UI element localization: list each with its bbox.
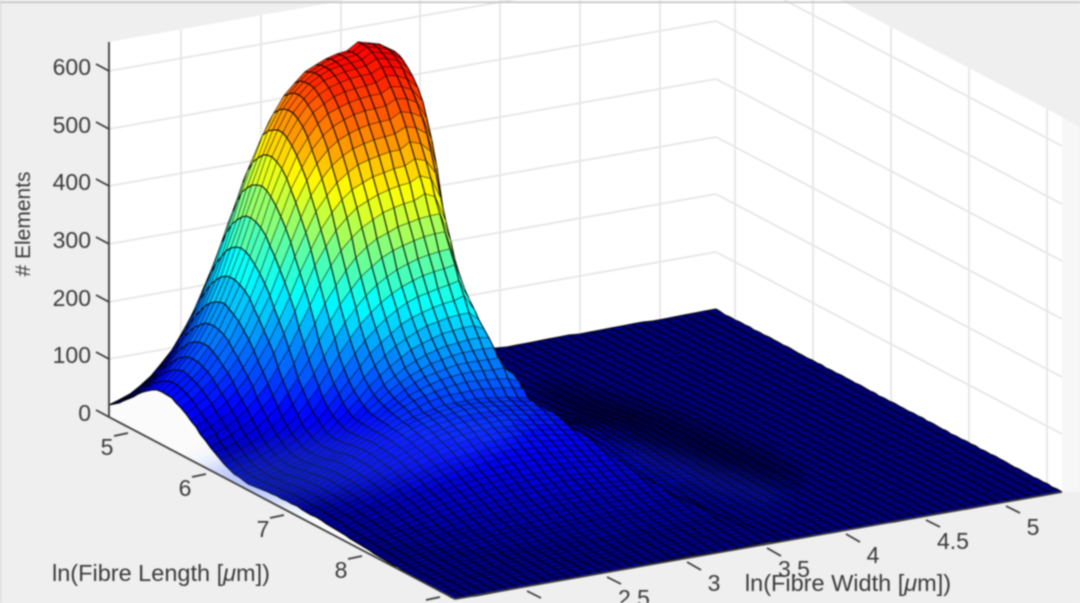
- svg-text:2.5: 2.5: [618, 585, 650, 603]
- svg-text:9: 9: [413, 598, 426, 603]
- svg-text:7: 7: [257, 516, 270, 542]
- svg-text:5: 5: [101, 434, 114, 460]
- svg-text:3.5: 3.5: [778, 556, 810, 582]
- svg-text:200: 200: [53, 285, 91, 311]
- svg-text:500: 500: [53, 112, 91, 138]
- svg-text:8: 8: [335, 557, 348, 583]
- svg-text:# Elements: # Elements: [12, 171, 35, 276]
- svg-text:300: 300: [53, 227, 91, 253]
- svg-text:ln(Fibre Width [μm]): ln(Fibre Width [μm]): [745, 570, 951, 596]
- svg-text:4: 4: [867, 542, 880, 568]
- svg-text:5: 5: [1027, 514, 1040, 540]
- svg-text:600: 600: [53, 54, 91, 80]
- svg-text:6: 6: [179, 475, 192, 501]
- svg-text:0: 0: [78, 400, 91, 426]
- svg-text:3: 3: [708, 570, 721, 596]
- svg-text:400: 400: [53, 169, 91, 195]
- svg-text:ln(Fibre Length [μm]): ln(Fibre Length [μm]): [52, 560, 270, 586]
- svg-text:4.5: 4.5: [937, 528, 969, 554]
- svg-text:100: 100: [53, 342, 91, 368]
